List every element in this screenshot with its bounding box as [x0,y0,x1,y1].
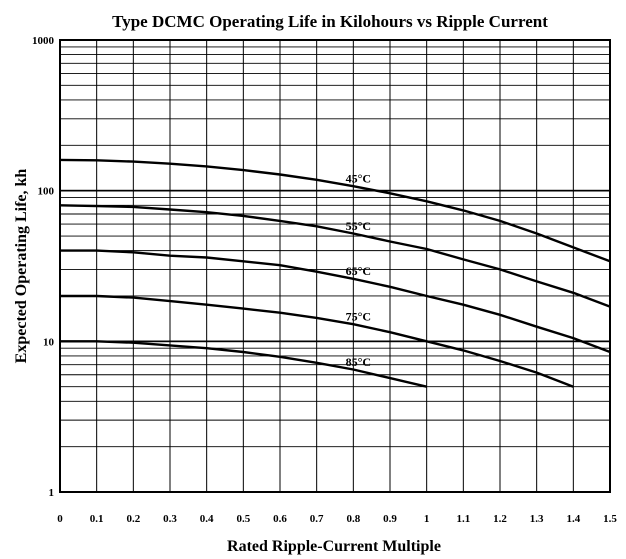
x-axis-label: Rated Ripple-Current Multiple [227,538,441,555]
x-tick-labels: 0 0.1 0.2 0.3 0.4 0.5 0.6 0.7 0.8 0.9 1 1.1 1.2 1.3 1.… [57,513,617,525]
x-tick-label: 1.5 [603,513,617,525]
series-label: 65°C [346,264,371,278]
y-tick-label: 1000 [32,35,55,47]
y-tick-label: 10 [43,336,55,348]
x-tick-label: 0.1 [90,513,104,525]
x-tick-label: 1.2 [493,513,507,525]
y-tick-label: 100 [38,186,55,198]
grid [59,39,611,493]
y-tick-label: 1 [49,487,55,499]
series-line [59,204,611,308]
x-tick-label: 0.5 [236,513,250,525]
series-group: 45°C 55°C 65°C 75°C 85°C [59,158,611,388]
x-tick-label: 0.3 [163,513,177,525]
chart-title: Type DCMC Operating Life in Kilohours vs… [112,12,548,31]
series-line [60,294,574,388]
x-tick-label: 1 [424,513,430,525]
series-line [59,158,611,263]
x-tick-label: 0.9 [383,513,397,525]
x-tick-label: 1.1 [456,513,470,525]
x-tick-label: 0.6 [273,513,287,525]
x-tick-label: 0 [57,513,63,525]
x-tick-label: 1.3 [530,513,544,525]
x-tick-label: 1.4 [566,513,580,525]
y-tick-labels: 1 10 100 1000 [32,35,55,499]
series-label: 55°C [346,219,371,233]
x-tick-label: 0.7 [310,513,324,525]
y-axis-label: Expected Operating Life, kh [13,169,30,364]
x-tick-label: 0.8 [346,513,360,525]
series-label: 75°C [346,310,371,324]
series-line [60,340,427,388]
x-tick-label: 0.2 [126,513,140,525]
x-tick-label: 0.4 [200,513,214,525]
series-label: 45°C [346,171,371,185]
series-line [60,249,611,354]
plot-frame [59,39,611,493]
series-label: 85°C [346,355,371,369]
